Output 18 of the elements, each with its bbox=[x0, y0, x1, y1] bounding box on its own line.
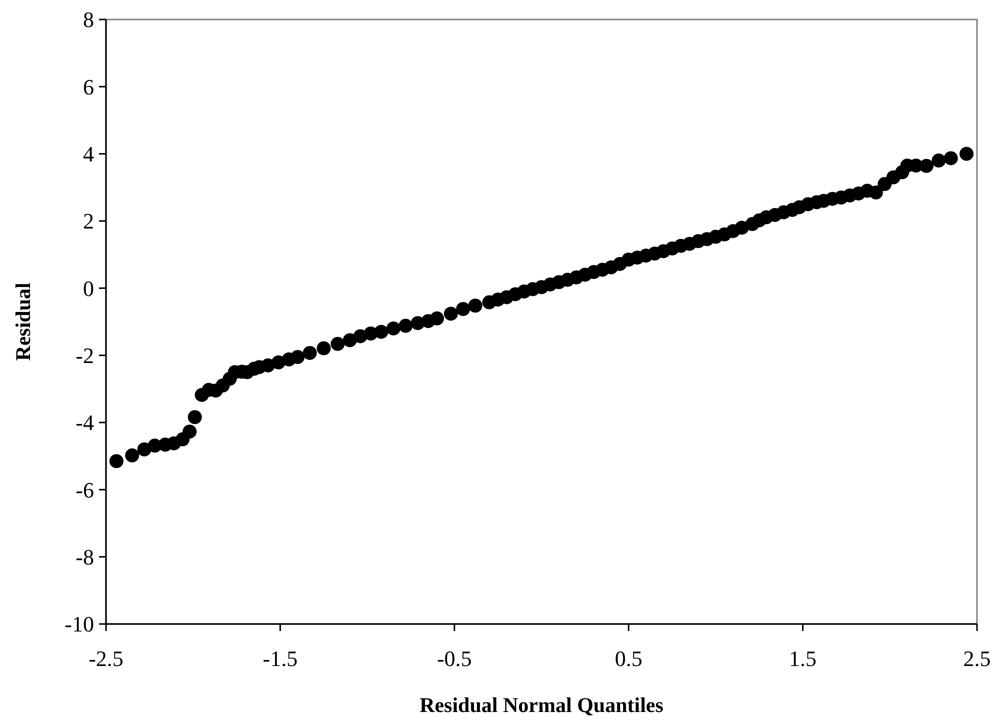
y-tick-label: -4 bbox=[76, 410, 94, 436]
x-tick-label: 0.5 bbox=[614, 646, 642, 671]
y-tick-label: -2 bbox=[76, 343, 94, 368]
y-tick-label: 6 bbox=[83, 74, 94, 100]
x-tick-label: -0.5 bbox=[436, 646, 472, 671]
x-tick-label: 1.5 bbox=[789, 646, 817, 671]
y-tick-label: 0 bbox=[83, 276, 94, 301]
y-tick-label: -6 bbox=[76, 477, 94, 502]
y-tick-label: -10 bbox=[64, 612, 94, 637]
x-axis-title: Residual Normal Quantiles bbox=[420, 693, 664, 717]
x-tick-label: -1.5 bbox=[262, 646, 298, 671]
y-tick-label: 8 bbox=[83, 7, 94, 32]
y-axis-title: Residual bbox=[11, 282, 35, 361]
x-tick-label: -2.5 bbox=[88, 646, 124, 671]
x-tick-label: 2.5 bbox=[963, 646, 991, 671]
y-tick-label: 4 bbox=[83, 142, 94, 167]
y-tick-label: -8 bbox=[76, 544, 94, 570]
y-tick-label: 2 bbox=[83, 208, 94, 234]
